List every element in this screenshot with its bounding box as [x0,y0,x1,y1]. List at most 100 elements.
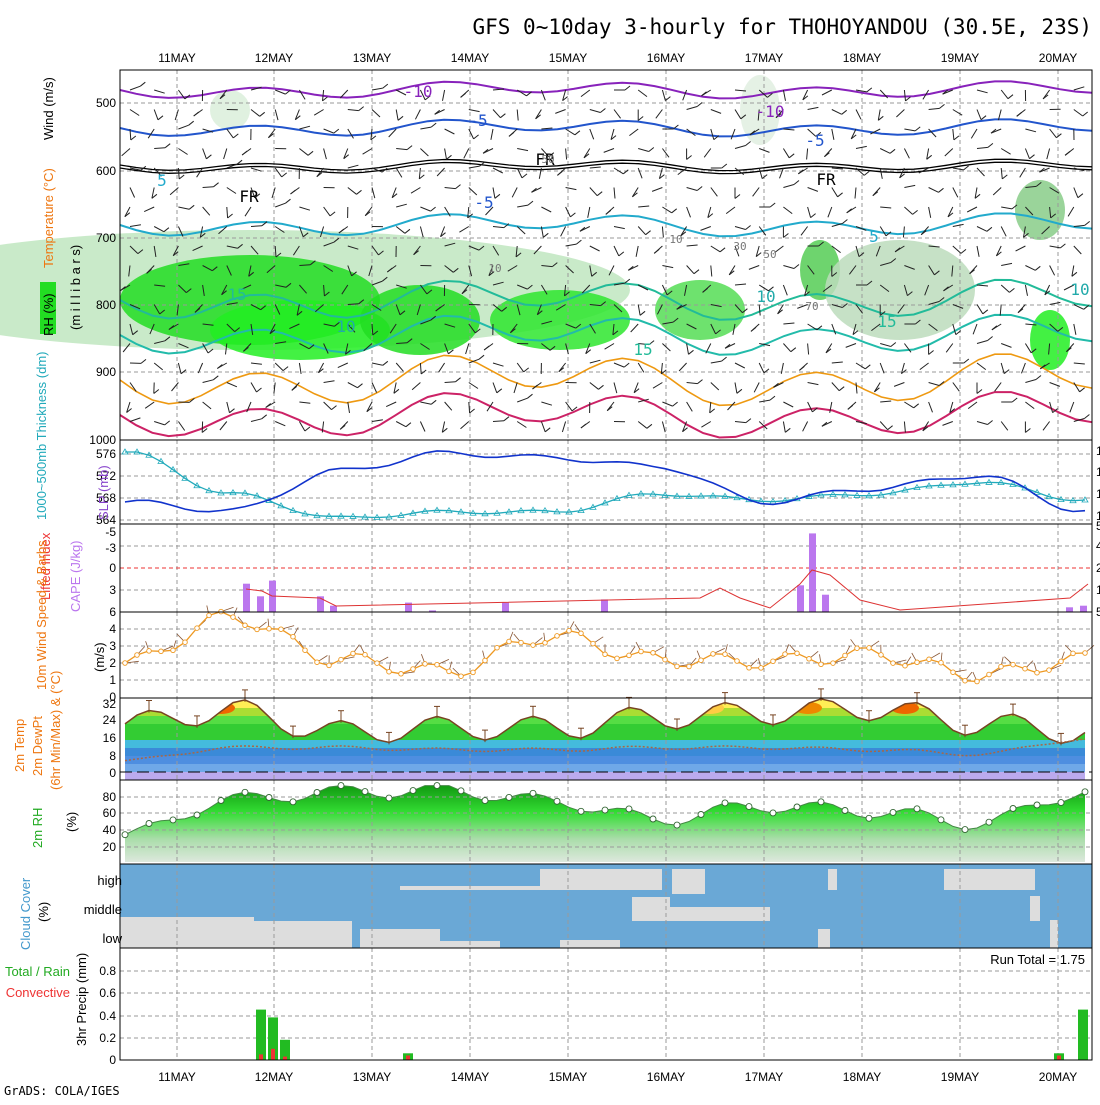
axis-tick-label: 1020 [1096,487,1100,501]
rh2m-marker [842,808,848,814]
rh2m-marker [386,795,392,801]
date-label-bottom: 17MAY [745,1070,783,1084]
contour-label: 50 [541,153,554,166]
contour-label: -5 [468,111,487,130]
temp2m-label: 2m Temp [12,719,27,772]
wind-speed-marker [207,613,212,618]
axis-tick-label: 0 [109,561,116,575]
axis-tick-label: 0.4 [99,1009,116,1023]
cloud-clear-block [818,929,830,948]
axis-tick-label: 56 [1096,519,1100,533]
wind-speed-marker [1071,651,1076,656]
contour-label: 15 [633,340,652,359]
precip-total-bar [1078,1010,1088,1060]
wind-speed-marker [507,639,512,644]
rh2m-marker [410,788,416,794]
wind-speed-marker [675,664,680,669]
cloud-clear-block [672,869,705,894]
contour-label: -10 [756,102,785,121]
date-label-top: 14MAY [451,51,489,65]
rh-label: RH (%) [41,293,56,336]
contour-label: 10 [756,287,775,306]
precip-conv-bar [259,1054,263,1060]
wind-speed-marker [843,653,848,658]
temperature-label: Temperature (°C) [41,168,56,268]
cape-bar [601,599,608,612]
axis-tick-label: 16 [103,731,117,745]
wind-speed-marker [447,669,452,674]
cloud-clear-block [828,869,837,890]
contour-label: 10 [1070,280,1089,299]
wind-speed-marker [819,662,824,667]
date-label-top: 11MAY [158,51,196,65]
date-label-top: 13MAY [353,51,391,65]
contour-label: 30 [733,240,746,253]
rh-blob [1030,310,1070,370]
rh2m-marker [1058,800,1064,806]
date-label-top: 12MAY [255,51,293,65]
wind-speed-marker [747,666,752,671]
wind-speed-marker [951,670,956,675]
wind-speed-marker [963,678,968,683]
rh-blob [825,240,975,340]
wind-speed-marker [291,634,296,639]
contour-label: FR [239,187,259,206]
rh2m-marker [290,799,296,805]
cloud-clear-block [944,869,1035,890]
rh2m-units: (%) [64,812,79,832]
cloud-label: Cloud Cover [18,877,33,950]
contour-label: -10 [404,82,433,101]
wind-speed-marker [543,641,548,646]
cape-bar [1066,607,1073,612]
rh2m-marker [1034,802,1040,808]
rh2m-marker [866,815,872,821]
axis-tick-label: 6 [109,605,116,619]
axis-tick-label: 576 [96,447,116,461]
wind-speed-marker [1023,666,1028,671]
axis-tick-label: 14 [1096,583,1100,597]
cloud-high-label: high [97,873,122,888]
wind-speed-marker [579,631,584,636]
date-label-bottom: 18MAY [843,1070,881,1084]
rh2m-marker [170,817,176,823]
date-label-bottom: 20MAY [1039,1070,1077,1084]
axis-tick-label: 28 [1096,561,1100,575]
contour-label: 15 [877,312,896,331]
wind-speed-marker [1035,670,1040,675]
axis-tick-label: -5 [105,525,116,539]
wind-speed-marker [483,658,488,663]
rh2m-marker [146,821,152,827]
rh2m-marker [770,810,776,816]
wind-speed-marker [255,627,260,632]
cape-bar [797,585,804,612]
rh2m-marker [1082,789,1088,795]
wind-speed-marker [243,623,248,628]
wind-speed-marker [663,657,668,662]
wind-speed-marker [759,666,764,671]
wind10m-label: 10m Wind Speed & Barbs [34,540,49,690]
wind-speed-marker [699,658,704,663]
axis-tick-label: 500 [96,96,116,110]
thickness-label: 1000~500mb Thickness (dm) [34,352,49,521]
wind-speed-marker [555,634,560,639]
wind-speed-marker [831,661,836,666]
precip-conv-bar [283,1057,287,1060]
rh2m-marker [818,799,824,805]
wind-speed-marker [195,626,200,631]
rh2m-marker [314,790,320,796]
contour-label: 5 [869,227,879,246]
date-label-bottom: 14MAY [451,1070,489,1084]
rh2m-marker [338,783,344,789]
wind-speed-marker [651,651,656,656]
wind-speed-marker [1059,659,1064,664]
contour-label: 15 [227,285,246,304]
wind-speed-marker [435,662,440,667]
temp-band [120,764,1092,772]
axis-tick-label: 80 [103,790,117,804]
axis-tick-label: 1 [109,673,116,687]
axis-tick-label: 1000 [89,433,116,447]
precip-conv-label: Convective [6,985,70,1000]
rh2m-marker [362,789,368,795]
wind-speed-marker [171,648,176,653]
